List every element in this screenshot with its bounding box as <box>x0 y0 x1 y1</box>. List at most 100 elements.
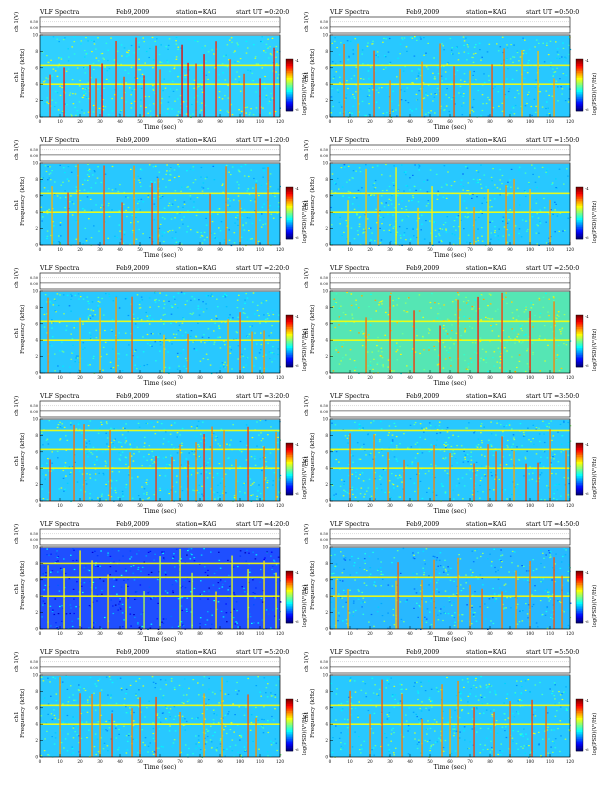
sferic-stripe-4 <box>107 574 109 629</box>
noise-cell <box>553 493 555 495</box>
noise-cell <box>75 355 78 357</box>
noise-cell <box>517 333 520 335</box>
noise-cell <box>129 243 131 246</box>
noise-cell <box>261 41 263 43</box>
noise-cell <box>179 434 181 436</box>
noise-cell <box>131 214 133 217</box>
noise-cell <box>196 209 199 211</box>
noise-cell <box>475 445 478 447</box>
noise-cell <box>507 439 509 442</box>
x-tick-label: 100 <box>526 247 534 252</box>
noise-cell <box>92 62 95 64</box>
colorbar-cell <box>286 64 293 67</box>
noise-cell <box>108 188 110 190</box>
noise-cell <box>539 335 541 337</box>
noise-cell <box>478 42 481 44</box>
noise-cell <box>444 492 447 494</box>
noise-cell <box>550 462 552 464</box>
noise-cell <box>423 369 426 371</box>
colorbar-cell <box>576 320 583 323</box>
noise-cell <box>224 79 227 81</box>
noise-cell <box>118 353 121 355</box>
noise-cell <box>518 228 521 230</box>
noise-cell <box>55 626 58 628</box>
noise-cell <box>270 54 273 56</box>
noise-cell <box>461 114 464 116</box>
noise-cell <box>271 565 274 567</box>
noise-cell <box>236 214 239 217</box>
noise-cell <box>442 342 445 344</box>
noise-cell <box>279 601 282 603</box>
sferic-stripe-5 <box>115 40 117 117</box>
noise-cell <box>455 299 457 301</box>
x-tick-label: 90 <box>217 119 223 124</box>
noise-cell <box>551 439 553 441</box>
noise-cell <box>425 113 427 115</box>
noise-cell <box>260 106 262 108</box>
colorbar-label: log(PSD)(V²/Hz) <box>591 329 598 371</box>
colorbar-cell <box>286 349 293 352</box>
noise-cell <box>555 473 557 475</box>
noise-cell <box>273 573 276 575</box>
noise-cell <box>154 301 157 303</box>
noise-cell <box>446 472 449 474</box>
noise-cell <box>89 477 92 479</box>
noise-cell <box>247 69 249 71</box>
colorbar-cell <box>286 100 293 103</box>
noise-cell <box>503 468 505 471</box>
noise-cell <box>71 466 74 468</box>
noise-cell <box>45 474 47 476</box>
noise-cell <box>390 319 393 321</box>
noise-cell <box>546 457 549 459</box>
noise-cell <box>260 597 263 599</box>
noise-cell <box>556 354 559 356</box>
noise-cell <box>568 98 570 100</box>
noise-cell <box>43 187 46 189</box>
colorbar-cell <box>576 481 583 484</box>
sferic-stripe-7 <box>473 207 475 245</box>
noise-cell <box>219 230 222 232</box>
noise-cell <box>59 197 62 199</box>
noise-cell <box>446 335 448 337</box>
colorbar-cell <box>576 109 583 112</box>
noise-cell <box>56 38 58 40</box>
noise-cell <box>569 440 572 442</box>
noise-cell <box>277 556 280 558</box>
noise-cell <box>238 170 240 172</box>
noise-cell <box>412 195 414 197</box>
x-axis-label: Time (sec) <box>144 380 177 387</box>
noise-cell <box>266 551 268 553</box>
noise-cell <box>252 187 254 189</box>
noise-cell <box>163 551 165 553</box>
noise-cell <box>123 231 126 233</box>
noise-cell <box>409 177 411 179</box>
noise-cell <box>160 564 162 566</box>
x-tick-label: 0 <box>329 503 332 508</box>
noise-cell <box>151 462 154 464</box>
noise-cell <box>433 78 435 80</box>
noise-cell <box>139 301 141 303</box>
noise-cell <box>187 210 189 212</box>
noise-cell <box>203 239 206 241</box>
noise-cell <box>95 329 98 331</box>
noise-cell <box>460 445 463 447</box>
noise-cell <box>92 357 95 359</box>
noise-cell <box>127 72 130 74</box>
noise-cell <box>514 338 516 340</box>
noise-cell <box>452 53 454 55</box>
noise-cell <box>552 75 554 77</box>
noise-cell <box>217 306 219 308</box>
colorbar-cell <box>576 323 583 326</box>
noise-cell <box>265 321 267 323</box>
noise-cell <box>142 336 144 338</box>
x-tick-label: 10 <box>57 247 63 252</box>
noise-cell <box>420 38 422 40</box>
noise-cell <box>47 78 49 80</box>
noise-cell <box>141 299 144 301</box>
colorbar-cell <box>286 72 293 75</box>
noise-cell <box>191 450 193 452</box>
noise-cell <box>405 171 407 173</box>
sferic-stripe-16 <box>229 59 231 117</box>
noise-cell <box>380 202 383 204</box>
sferic-stripe-1 <box>373 434 375 501</box>
